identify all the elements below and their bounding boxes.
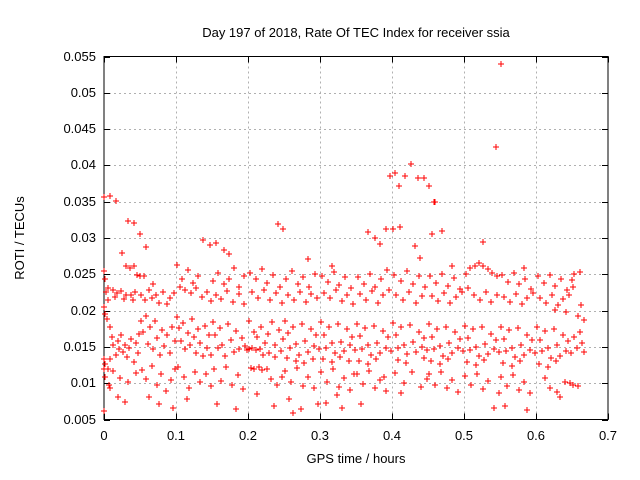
x-tick-label: 0.5 xyxy=(454,428,474,443)
y-tick-label: 0.01 xyxy=(70,375,96,391)
chart-title: Day 197 of 2018, Rate Of TEC Index for r… xyxy=(202,25,510,40)
y-tick-label: 0.055 xyxy=(63,48,96,64)
y-axis-label: ROTI / TECUs xyxy=(12,196,27,280)
data-point-markers xyxy=(101,61,587,416)
x-tick-label: 0 xyxy=(100,428,108,443)
y-tick-label: 0.05 xyxy=(70,84,96,100)
x-tick-label: 0.2 xyxy=(238,428,258,443)
y-tick-label: 0.025 xyxy=(63,266,96,282)
y-tick-label: 0.045 xyxy=(63,121,96,137)
y-tick-label: 0.015 xyxy=(63,338,96,354)
y-tick-label: 0.035 xyxy=(63,193,96,209)
y-tick-label: 0.04 xyxy=(70,157,96,173)
y-tick-label: 0.03 xyxy=(70,230,96,245)
x-axis-label: GPS time / hours xyxy=(306,451,406,466)
y-tick-label: 0.005 xyxy=(63,411,96,427)
x-tick-label: 0.4 xyxy=(382,428,402,443)
y-tick-label: 0.02 xyxy=(70,302,96,318)
x-tick-label: 0.6 xyxy=(526,428,546,443)
x-tick-label: 0.3 xyxy=(310,428,330,443)
x-tick-label: 0.1 xyxy=(166,428,186,443)
x-tick-label: 0.7 xyxy=(598,428,618,443)
plot-border xyxy=(103,56,609,420)
